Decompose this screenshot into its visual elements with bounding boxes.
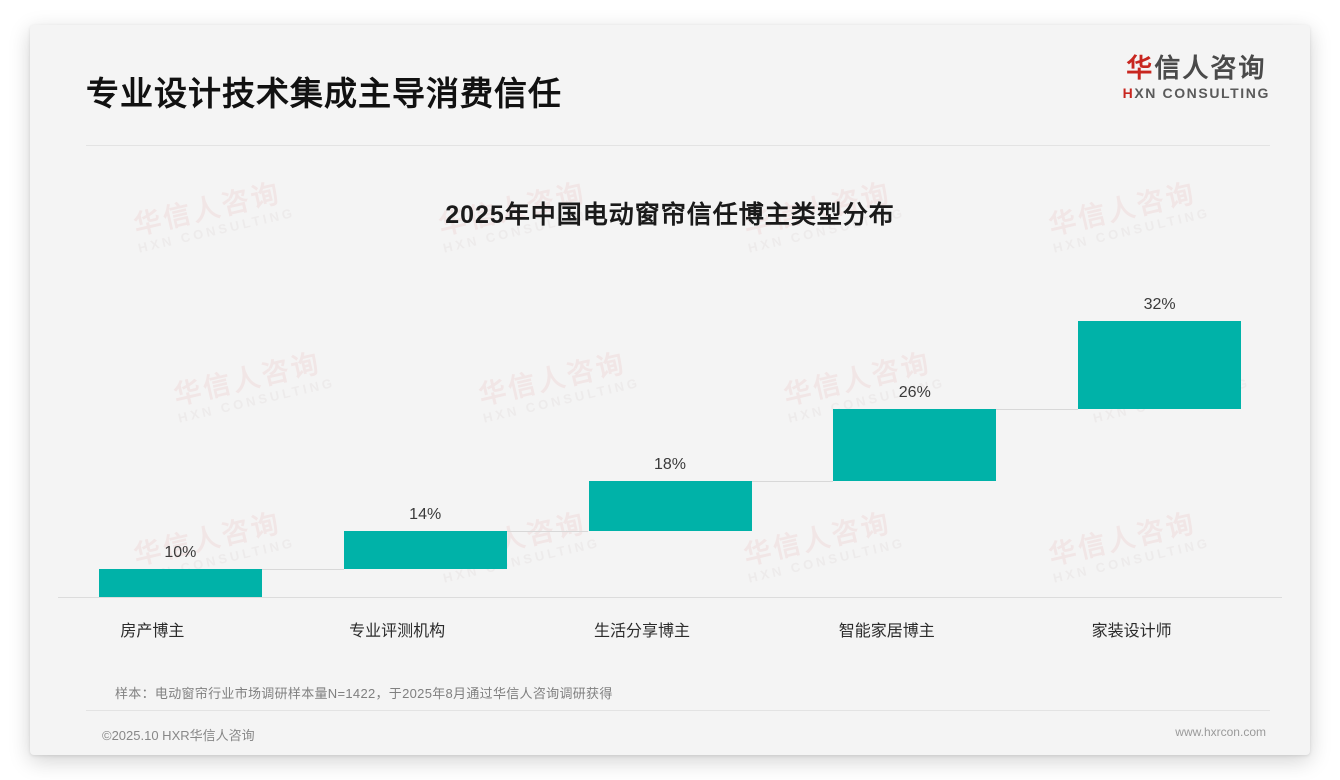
chart-category-label: 生活分享博主 [593, 623, 690, 640]
brand-logo-cn-rest: 信人咨询 [1154, 53, 1267, 83]
chart-bar [98, 569, 262, 597]
chart-bar-value-label: 14% [409, 505, 442, 523]
brand-logo: 华信人咨询 HXN CONSULTING [1123, 55, 1270, 100]
slide-header: 专业设计技术集成主导消费信任 华信人咨询 HXN CONSULTING [30, 25, 1310, 121]
brand-logo-en-accent: H [1122, 85, 1135, 101]
chart-category-label: 专业评测机构 [349, 623, 446, 640]
brand-logo-en: HXN CONSULTING [1123, 86, 1270, 100]
chart-connector-line [996, 409, 1079, 411]
footer-url: www.hxrcon.com [1175, 725, 1266, 739]
brand-logo-cn-accent: 华 [1126, 53, 1155, 83]
chart-bar-value-label: 18% [653, 456, 687, 474]
slide-footer: ©2025.10 HXR华信人咨询 www.hxrcon.com [30, 717, 1310, 755]
chart-connector-line [261, 569, 344, 571]
footer-copyright: ©2025.10 HXR华信人咨询 [102, 728, 255, 743]
chart-bar-value-label: 26% [898, 384, 931, 402]
brand-logo-en-rest: XN CONSULTING [1134, 85, 1270, 101]
chart-category-label: 智能家居博主 [838, 623, 935, 640]
chart-category-label: 房产博主 [120, 623, 185, 640]
chart-bar-value-label: 10% [164, 544, 197, 562]
chart-footnote: 样本：电动窗帘行业市场调研样本量N=1422，于2025年8月通过华信人咨询调研… [115, 686, 613, 701]
chart-area: 2025年中国电动窗帘信任博主类型分布 10% 14% 18% 26% 32% 房产博主… [30, 145, 1310, 690]
chart-bar [1078, 321, 1242, 410]
chart-baseline-axis [58, 597, 1282, 598]
chart-bar [833, 409, 997, 482]
header-divider [86, 145, 1270, 146]
page-title: 专业设计技术集成主导消费信任 [86, 75, 562, 112]
chart-connector-line [506, 530, 589, 532]
chart-bar [343, 530, 507, 570]
chart-title: 2025年中国电动窗帘信任博主类型分布 [445, 201, 895, 229]
slide-card: 华信人咨询 HXN CONSULTING 华信人咨询 HXN CONSULTING 华信… [30, 25, 1310, 755]
footer-divider [86, 710, 1270, 711]
chart-connector-line [751, 481, 834, 483]
waterfall-chart-plot: 10% 14% 18% 26% 32% [58, 231, 1282, 606]
chart-category-label: 家装设计师 [1091, 623, 1172, 640]
chart-bar-value-label: 32% [1143, 296, 1176, 313]
chart-bar [588, 481, 752, 531]
brand-logo-cn: 华信人咨询 [1123, 55, 1270, 81]
